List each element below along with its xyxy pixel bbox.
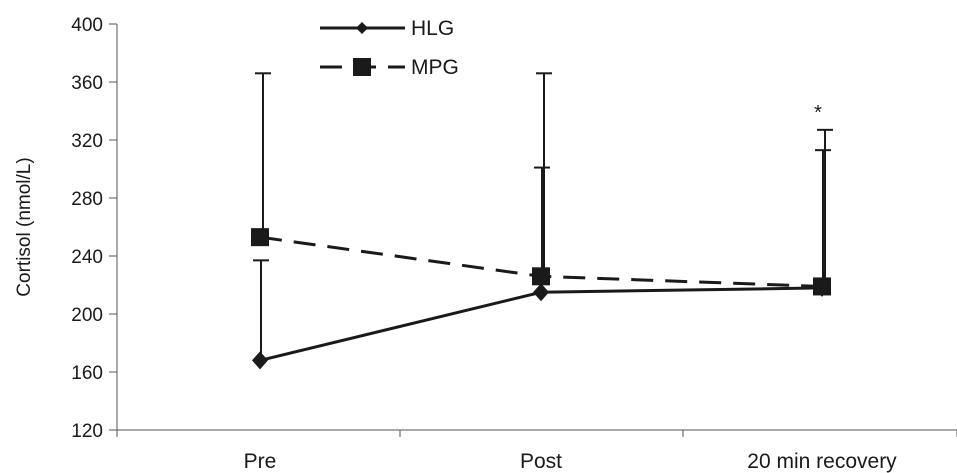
square-marker [251, 228, 269, 247]
y-tick-label: 320 [71, 131, 103, 152]
x-category-label: Post [520, 450, 562, 473]
error-bars [253, 72, 833, 361]
square-marker [532, 267, 550, 286]
diamond-marker [533, 283, 549, 302]
significance-marker: * [814, 102, 822, 124]
x-category-label: 20 min recovery [747, 450, 897, 473]
legend-square-marker [353, 58, 371, 76]
y-tick-label: 200 [71, 305, 103, 326]
x-category-label: Pre [244, 450, 277, 473]
diamond-marker [252, 351, 268, 370]
y-tick-label: 160 [71, 363, 103, 384]
legend-diamond-marker [356, 22, 368, 34]
legend-label-mpg: MPG [411, 56, 459, 79]
data-markers [251, 228, 831, 370]
axes: 120 160 200 240 280 320 360 400 Pre Post 20 min re… [14, 15, 957, 473]
y-tick-label: 400 [71, 15, 103, 36]
y-tick-label: 360 [71, 73, 103, 94]
legend: HLG MPG [320, 17, 459, 79]
y-tick-label: 240 [71, 247, 103, 268]
square-marker [813, 277, 831, 296]
y-tick-label: 120 [71, 421, 103, 442]
y-axis-label: Cortisol (nmol/L) [14, 157, 35, 296]
legend-label-hlg: HLG [411, 17, 454, 40]
annotations: * [814, 102, 822, 124]
y-tick-label: 280 [71, 189, 103, 210]
